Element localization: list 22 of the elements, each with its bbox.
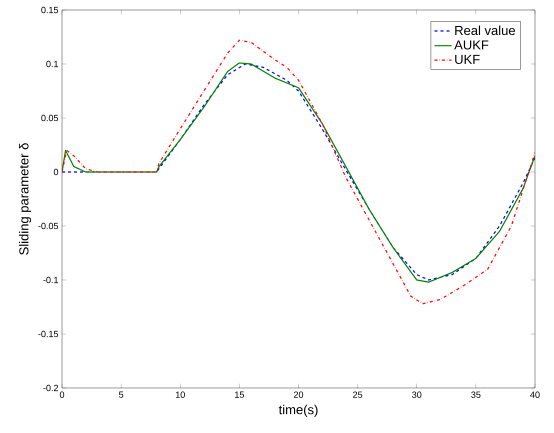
x-tick-label: 40 bbox=[530, 392, 540, 398]
x-tick-label: 10 bbox=[176, 392, 185, 398]
x-tick-label: 15 bbox=[235, 392, 244, 398]
y-tick-label: -0.05 bbox=[38, 222, 58, 230]
y-tick-label: 0.05 bbox=[41, 114, 58, 122]
x-axis-title: time(s) bbox=[278, 404, 318, 417]
y-tick-label: -0.15 bbox=[38, 330, 58, 338]
x-tick-label: 0 bbox=[60, 392, 64, 398]
legend-label: Real value bbox=[455, 26, 515, 36]
x-tick-label: 35 bbox=[471, 392, 480, 398]
y-tick-label: -0.1 bbox=[43, 276, 58, 284]
legend-label: UKF bbox=[455, 54, 480, 64]
y-axis-title: Sliding parameter δ bbox=[18, 143, 32, 255]
legend-label: AUKF bbox=[454, 40, 488, 50]
y-tick-label: 0.1 bbox=[46, 60, 58, 68]
x-tick-label: 30 bbox=[412, 392, 422, 398]
y-tick-label: 0 bbox=[54, 168, 58, 176]
y-tick-label: -0.2 bbox=[43, 384, 58, 392]
x-tick-label: 25 bbox=[353, 392, 362, 398]
y-tick-label: 0.15 bbox=[41, 6, 58, 14]
x-tick-label: 20 bbox=[294, 392, 304, 398]
x-tick-label: 5 bbox=[118, 392, 124, 398]
